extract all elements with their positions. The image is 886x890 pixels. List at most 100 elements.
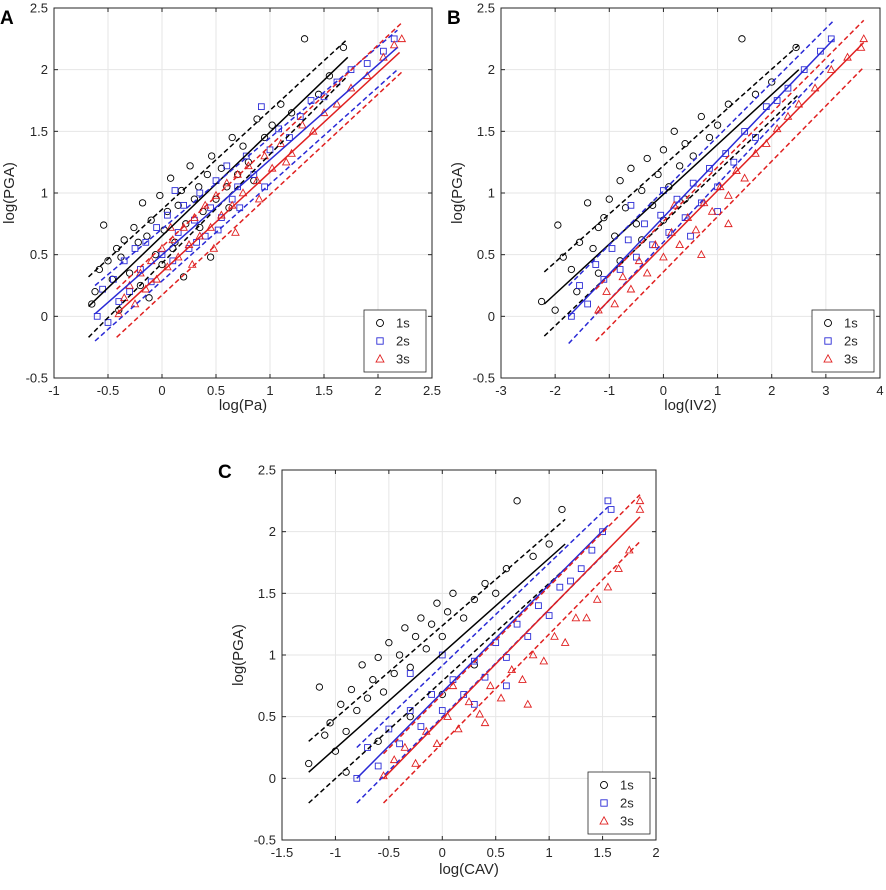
panel-b-point-1s <box>713 121 722 129</box>
panel-a-y-tick-label: 2 <box>41 62 48 77</box>
panel-b-point-2s <box>687 232 694 240</box>
panel-c-point-3s <box>582 613 591 622</box>
panel-a-x-tick-label: 0 <box>158 383 165 398</box>
panel-c-point-1s <box>529 552 537 560</box>
panel-b-point-1s <box>792 43 800 52</box>
panel-c-point-1s <box>326 719 334 727</box>
panel-a-point-1s <box>186 162 194 170</box>
panel-b-point-1s <box>638 186 646 195</box>
panel-b-point-1s <box>689 152 697 160</box>
panel-a-point-3s <box>187 259 197 268</box>
panel-c-point-3s <box>635 504 645 513</box>
panel-c-legend: 1s 2s 3s <box>587 771 651 835</box>
panel-a-point-2s <box>126 288 133 296</box>
panel-b-point-1s <box>589 244 597 253</box>
panel-a-x-tick-label: 2.5 <box>423 383 441 398</box>
panel-b-point-1s <box>751 90 760 98</box>
panel-a-point-3s <box>190 212 199 221</box>
panel-c-point-1s <box>374 653 382 662</box>
panel-b-point-1s <box>627 164 635 172</box>
panel-c-point-1s <box>545 540 553 548</box>
panel-a-point-1s <box>130 223 138 232</box>
panel-b-point-1s <box>738 35 746 43</box>
panel-c-y-tick-label: 0 <box>269 771 276 786</box>
panel-a-series-3s <box>114 34 407 318</box>
panel-c-point-3s <box>507 665 517 674</box>
panel-c-bound-line-1s <box>308 568 566 804</box>
panel-c-x-tick-label: -1 <box>330 845 342 860</box>
panel-b-point-1s <box>600 214 608 222</box>
panel-c-point-2s <box>607 506 615 513</box>
panel-c-point-3s <box>603 582 613 591</box>
panel-b-point-2s <box>584 300 591 308</box>
panel-c-point-1s <box>422 645 430 653</box>
panel-c-point-1s <box>337 700 345 708</box>
panel-a-legend-marker-1s <box>376 319 384 327</box>
panel-a-chart: -1 -0.5 0 0.5 1 1.5 2 2.5-0.500.511.522.5log(Pa… <box>1 1 441 415</box>
panel-a-point-2s <box>185 245 193 252</box>
panel-c-point-2s <box>503 654 510 661</box>
panel-a-point-1s <box>325 72 334 80</box>
panel-a-point-3s <box>163 262 172 271</box>
panel-b-y-tick-label: 1 <box>488 186 495 201</box>
panel-b-point-2s <box>592 261 600 268</box>
panel-b-legend-marker-1s <box>824 319 832 327</box>
panel-b-x-tick-label: 0 <box>660 383 667 398</box>
panel-c-bound-line-2s <box>356 506 609 749</box>
panel-letter-c: C <box>218 462 232 483</box>
panel-b-point-3s <box>740 173 750 182</box>
panel-b-point-3s <box>659 252 668 261</box>
panel-c-y-tick-label: 2 <box>269 524 276 539</box>
panel-a-point-1s <box>174 201 182 209</box>
panel-b-point-1s <box>551 306 559 314</box>
panel-b-y-tick-label: -0.5 <box>473 371 495 386</box>
panel-b-point-2s <box>784 84 792 92</box>
panel-c-point-2s <box>353 774 361 782</box>
panel-c-y-tick-label: 2.5 <box>258 463 276 478</box>
panel-a-legend: 1s 2s 3s <box>363 309 427 373</box>
panel-b-bound-line-1s <box>543 93 800 337</box>
panel-b-legend: 1s 2s 3s <box>811 309 875 373</box>
panel-b-point-1s <box>676 162 684 170</box>
panel-c-x-tick-label: 0 <box>439 845 446 860</box>
panel-b-legend-label-1s: 1s <box>844 316 858 331</box>
panel-c-point-1s <box>390 669 398 678</box>
panel-b-point-2s <box>616 266 624 273</box>
panel-b-fit-line-2s <box>568 38 835 317</box>
panel-a-point-3s <box>238 188 248 197</box>
panel-b-point-1s <box>643 154 651 163</box>
panel-c-point-2s <box>406 707 414 714</box>
panel-a-point-2s <box>120 257 128 265</box>
panel-c-legend-label-1s: 1s <box>620 778 634 793</box>
panel-b-point-3s <box>859 34 869 43</box>
panel-c-point-1s <box>481 579 489 588</box>
panel-c-point-2s <box>524 633 532 640</box>
panel-c-point-1s <box>353 706 361 715</box>
panel-c-point-2s <box>556 583 564 591</box>
panel-c-point-2s <box>503 682 510 690</box>
panel-a-point-2s <box>169 257 177 265</box>
panel-b-point-1s <box>554 221 562 229</box>
panel-b-point-3s <box>675 240 685 249</box>
panel-a-fit-line-3s <box>116 51 401 315</box>
panel-c-bound-line-1s <box>308 518 566 742</box>
panel-a-point-1s <box>260 133 269 142</box>
panel-a-x-tick-label: 1 <box>266 383 273 398</box>
panel-a-point-2s <box>158 251 166 259</box>
panel-a-y-tick-label: 1 <box>41 186 48 201</box>
panel-b-y-tick-label: 2.5 <box>477 1 495 16</box>
panel-b-point-1s <box>605 195 613 203</box>
panel-a-legend-marker-2s <box>376 337 384 345</box>
panel-b-fit-line-1s <box>543 69 800 305</box>
panel-b-bound-line-2s <box>568 19 835 287</box>
panel-a-x-tick-label: 1.5 <box>315 383 333 398</box>
panel-c-point-1s <box>513 497 521 505</box>
panel-c-point-3s <box>528 650 538 659</box>
panel-c-y-axis-label: log(PGA) <box>230 624 247 686</box>
panel-a-x-tick-label: 0.5 <box>207 383 225 398</box>
panel-a-point-1s <box>223 183 231 191</box>
panel-c-point-3s <box>560 637 570 646</box>
panel-b-x-tick-label: 1 <box>714 383 721 398</box>
panel-b-point-3s <box>826 64 836 73</box>
panel-a-x-tick-label: 2 <box>374 383 381 398</box>
